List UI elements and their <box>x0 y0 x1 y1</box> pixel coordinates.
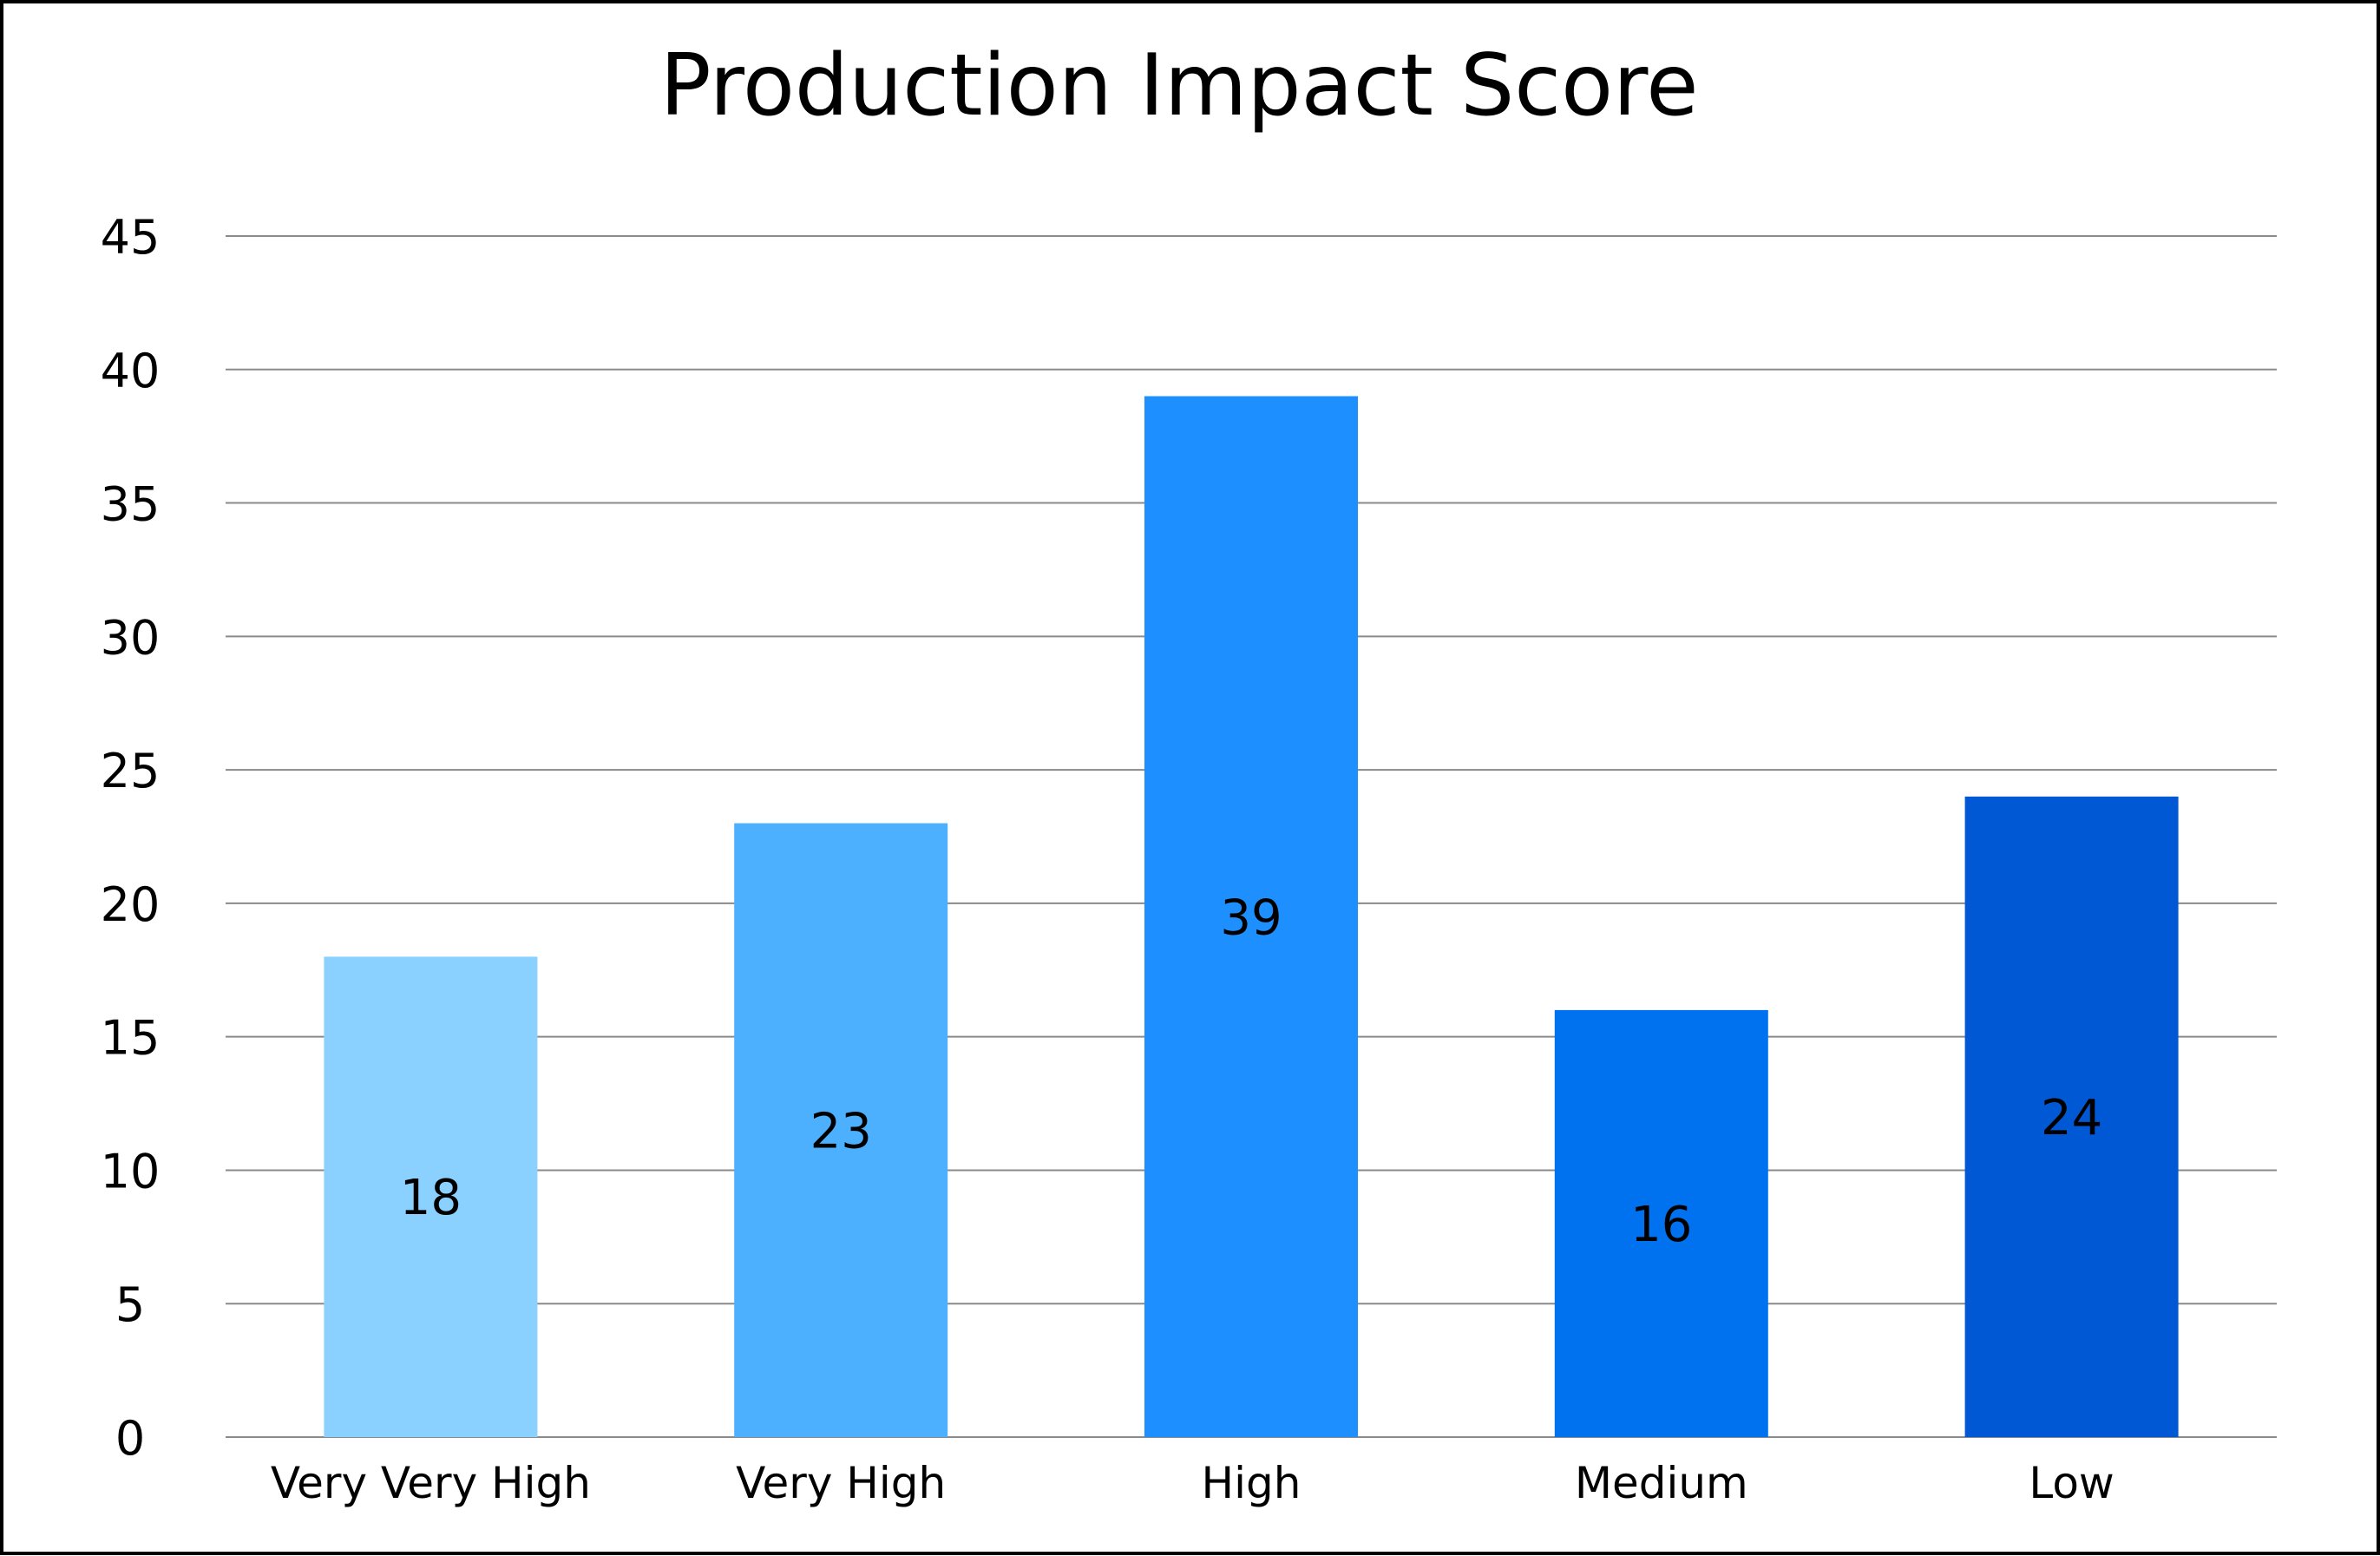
bar-low <box>1964 796 2179 1437</box>
chart-svg: Production Impact Score 0 5 10 15 20 25 30 35 40… <box>101 36 2277 1508</box>
y-tick-label: 30 <box>101 610 161 665</box>
x-tick-label: Very High <box>736 1458 946 1508</box>
data-label: 23 <box>810 1103 872 1159</box>
y-tick-label: 25 <box>101 744 161 798</box>
bar-very-very-high <box>324 956 538 1437</box>
y-tick-label: 20 <box>101 877 161 932</box>
y-tick-label: 15 <box>101 1011 161 1066</box>
bar-high <box>1144 396 1358 1437</box>
y-tick-label: 5 <box>115 1277 145 1332</box>
data-label: 39 <box>1220 890 1282 946</box>
x-tick-label: High <box>1202 1458 1301 1508</box>
x-axis-ticks: Very Very High Very High High Medium Low <box>271 1458 2114 1508</box>
data-label: 24 <box>2041 1090 2102 1146</box>
y-tick-label: 40 <box>101 344 161 398</box>
bar-very-high <box>734 823 948 1437</box>
bars <box>324 396 2179 1437</box>
bar-medium <box>1554 1009 1768 1437</box>
y-tick-label: 0 <box>115 1411 145 1466</box>
y-tick-label: 45 <box>101 210 161 265</box>
y-tick-label: 35 <box>101 477 161 532</box>
y-axis-ticks: 0 5 10 15 20 25 30 35 40 45 <box>101 210 161 1466</box>
chart-title: Production Impact Score <box>659 36 1698 135</box>
x-tick-label: Very Very High <box>271 1458 591 1508</box>
data-label: 18 <box>400 1170 462 1226</box>
x-tick-label: Medium <box>1575 1458 1748 1508</box>
y-tick-label: 10 <box>101 1144 161 1198</box>
data-label: 16 <box>1630 1197 1692 1253</box>
x-tick-label: Low <box>2029 1458 2114 1508</box>
data-labels: 18 23 39 16 24 <box>400 890 2102 1253</box>
